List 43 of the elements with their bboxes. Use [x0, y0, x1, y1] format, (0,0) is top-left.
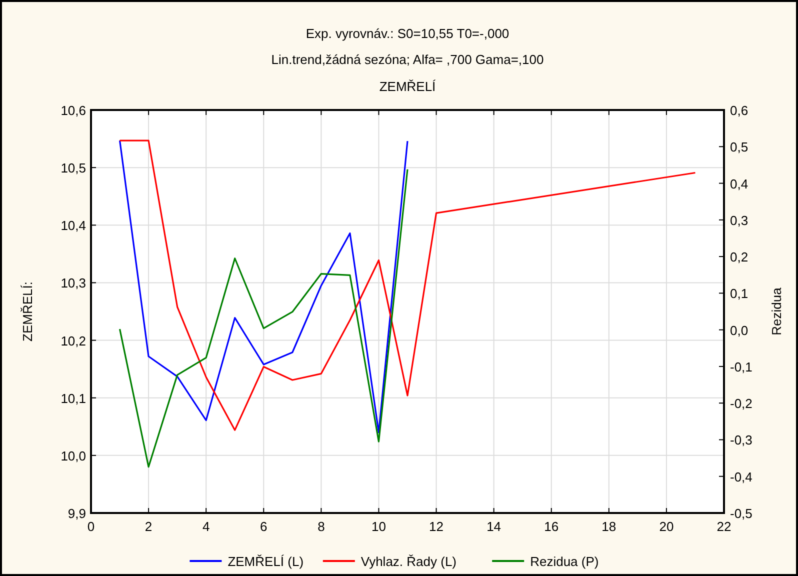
y2-tick-label: 0,1: [730, 286, 748, 302]
y-axis-title: ZEMŘELÍ:: [20, 282, 35, 342]
legend-label: ZEMŘELÍ (L): [228, 554, 304, 569]
y-tick-label: 10,3: [60, 276, 86, 291]
legend-label: Vyhlaz. Řady (L): [360, 554, 457, 569]
y2-axis-title: Rezidua: [769, 286, 784, 336]
y2-tick-label: -0,5: [730, 506, 752, 521]
y2-tick-label: 0,3: [730, 212, 748, 228]
x-tick-label: 20: [659, 519, 674, 534]
x-tick-label: 14: [486, 519, 502, 534]
x-tick-label: 8: [318, 519, 325, 534]
text: ZEMŘELÍ: [379, 79, 436, 94]
x-tick-label: 0: [87, 519, 95, 534]
y2-tick-label: -0,2: [730, 396, 752, 412]
y2-tick-label: 0,6: [730, 103, 748, 118]
x-tick-label: 4: [202, 519, 210, 534]
y-tick-label: 10,1: [60, 390, 86, 406]
y2-tick-label: 0,4: [730, 176, 748, 192]
x-tick-label: 6: [260, 519, 268, 534]
x-tick-label: 10: [371, 519, 386, 534]
x-tick-label: 22: [716, 519, 732, 534]
y2-tick-label: -0,3: [730, 432, 752, 448]
line-series: [118, 168, 408, 468]
chart-title: Exp. vyrovnáv.: S0=10,55 T0=-,000: [306, 26, 510, 41]
line-series: [118, 140, 408, 434]
legend-label: Rezidua (P): [530, 554, 599, 569]
y2-tick-label: -0,4: [730, 469, 752, 484]
chart-subtitle: Lin.trend,žádná sezóna; Alfa= ,700 Gama=,100: [271, 52, 544, 67]
y2-tick-label: 0,2: [730, 250, 748, 265]
y2-tick-label: 0,0: [730, 322, 748, 338]
y2-tick-label: 0,5: [730, 140, 748, 155]
x-tick-label: 18: [602, 519, 616, 534]
line-series: [118, 140, 696, 431]
x-tick-label: 2: [144, 519, 152, 534]
y2-tick-label: -0,1: [730, 359, 752, 374]
y-tick-label: 10,4: [60, 218, 86, 234]
x-tick-label: 16: [544, 519, 559, 534]
y-tick-label: 10,5: [60, 160, 86, 176]
y-tick-label: 10,0: [60, 448, 86, 464]
y-tick-label: 10,2: [60, 333, 86, 348]
y-tick-label: 9,9: [68, 506, 86, 521]
x-tick-label: 12: [429, 519, 444, 534]
y-tick-label: 10,6: [60, 103, 86, 118]
